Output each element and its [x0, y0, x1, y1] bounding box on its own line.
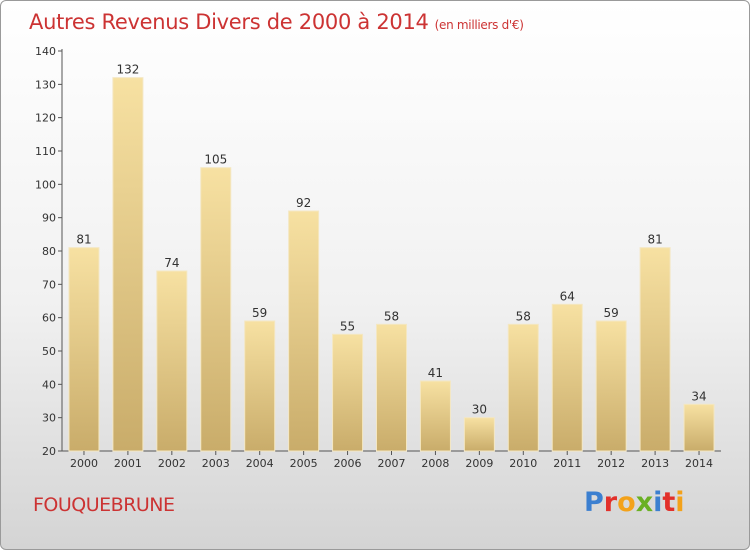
data-label: 81	[76, 233, 91, 247]
data-label: 132	[116, 63, 139, 77]
x-tick-label: 2004	[246, 457, 274, 470]
y-tick-label: 130	[35, 78, 56, 91]
bar	[419, 380, 451, 452]
y-tick-label: 100	[35, 178, 56, 191]
bar	[683, 403, 715, 452]
logo-letter: o	[617, 487, 636, 518]
x-tick-label: 2012	[597, 457, 625, 470]
bar	[156, 270, 188, 452]
x-tick-label: 2013	[641, 457, 669, 470]
logo-letter: r	[603, 487, 618, 518]
bar	[200, 167, 232, 452]
x-tick-label: 2006	[334, 457, 362, 470]
bar	[595, 320, 627, 452]
bar	[68, 247, 100, 452]
bar	[463, 417, 495, 452]
logo-letter: t	[662, 487, 676, 518]
data-label: 64	[560, 289, 575, 303]
bar	[288, 210, 320, 452]
y-tick-label: 20	[42, 445, 56, 458]
bar	[332, 333, 364, 452]
data-label: 55	[340, 319, 355, 333]
x-tick-label: 2010	[509, 457, 537, 470]
data-label: 92	[296, 196, 311, 210]
data-label: 34	[691, 389, 706, 403]
logo-letter: i	[653, 487, 663, 518]
bar	[639, 247, 671, 452]
y-tick-label: 90	[42, 212, 56, 225]
y-tick-label: 40	[42, 378, 56, 391]
x-tick-label: 2008	[421, 457, 449, 470]
data-label: 58	[384, 309, 399, 323]
data-label: 30	[472, 403, 487, 417]
data-label: 59	[252, 306, 267, 320]
data-label: 58	[516, 309, 531, 323]
x-tick-label: 2000	[70, 457, 98, 470]
proxiti-logo: Proxiti	[584, 487, 685, 518]
bar	[507, 323, 539, 452]
x-tick-label: 2003	[202, 457, 230, 470]
x-tick-label: 2005	[290, 457, 318, 470]
title-text: Autres Revenus Divers de 2000 à 2014	[29, 10, 429, 34]
y-tick-label: 80	[42, 245, 56, 258]
y-tick-label: 140	[35, 45, 56, 58]
x-tick-label: 2007	[378, 457, 406, 470]
y-tick-label: 70	[42, 278, 56, 291]
bar	[376, 323, 407, 452]
y-tick-label: 120	[35, 112, 56, 125]
chart-title: Autres Revenus Divers de 2000 à 2014 (en …	[29, 10, 524, 34]
logo-letter: i	[675, 487, 685, 518]
y-tick-label: 110	[35, 145, 56, 158]
x-tick-label: 2002	[158, 457, 186, 470]
y-tick-label: 60	[42, 312, 56, 325]
logo-letter: x	[635, 487, 654, 518]
data-label: 81	[647, 233, 662, 247]
bar	[551, 303, 583, 452]
data-label: 59	[604, 306, 619, 320]
x-tick-label: 2014	[685, 457, 713, 470]
chart-subtitle: (en milliers d'€)	[434, 18, 524, 32]
y-tick-label: 30	[42, 412, 56, 425]
logo-letter: P	[584, 487, 604, 518]
data-label: 74	[164, 256, 179, 270]
data-label: 105	[204, 153, 227, 167]
bar	[244, 320, 276, 452]
data-label: 41	[428, 366, 443, 380]
bar	[112, 77, 144, 452]
commune-name: FOUQUEBRUNE	[33, 494, 175, 516]
x-tick-label: 2001	[114, 457, 142, 470]
x-tick-label: 2009	[465, 457, 493, 470]
x-tick-label: 2011	[553, 457, 581, 470]
y-tick-label: 50	[42, 345, 56, 358]
